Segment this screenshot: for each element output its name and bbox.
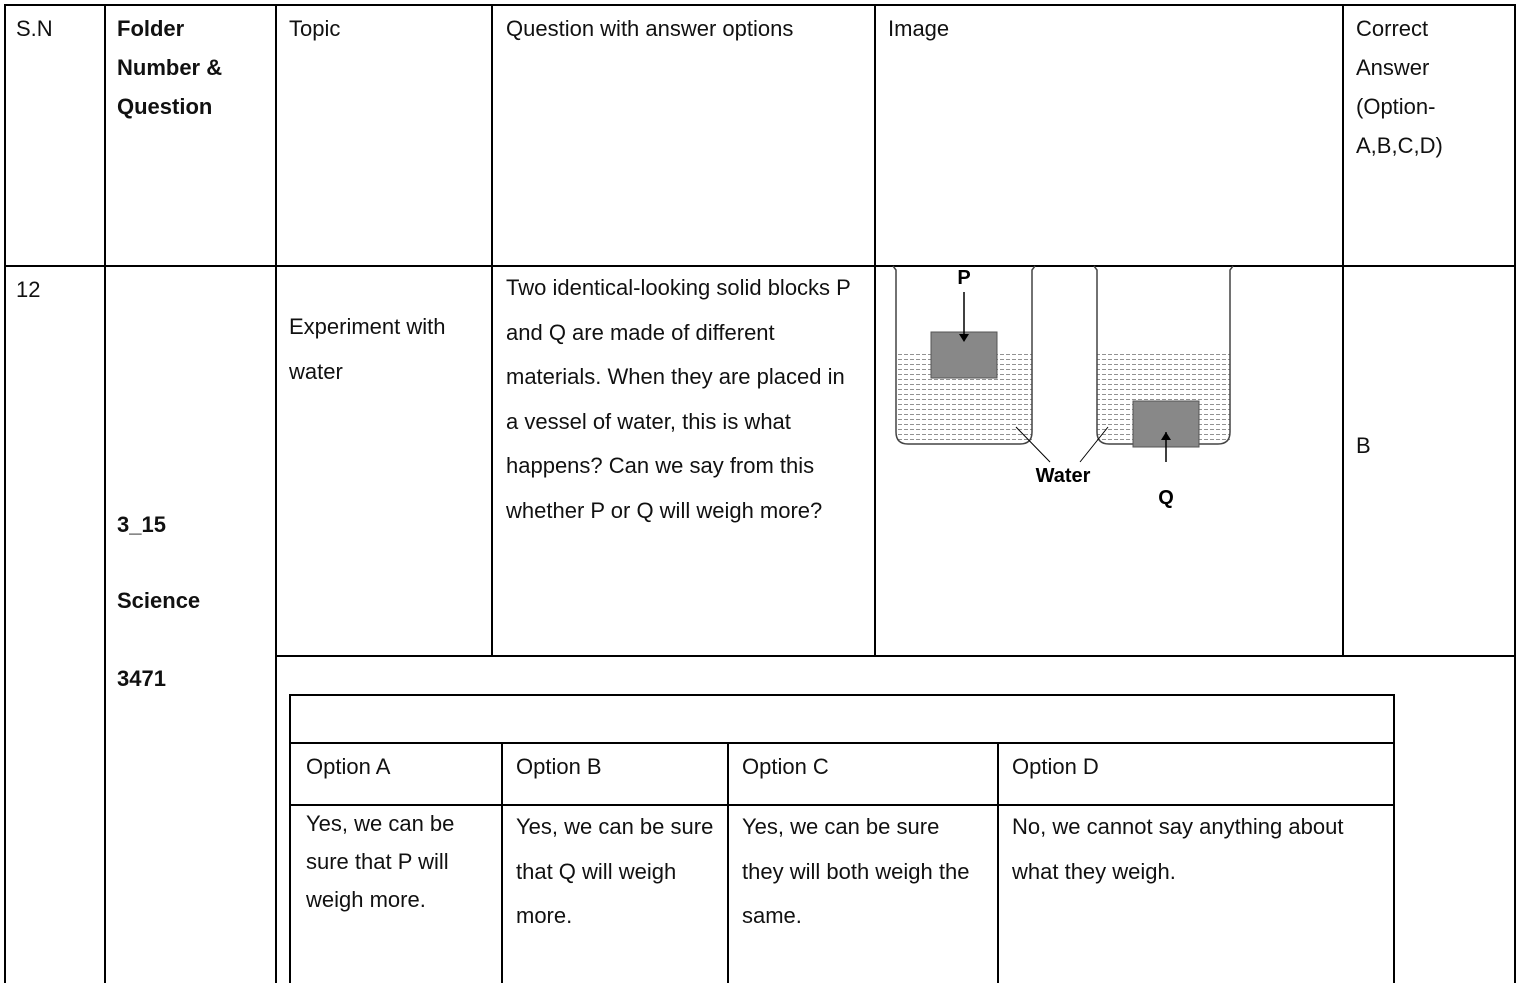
option-name: Option A bbox=[306, 747, 390, 786]
option-name: Option B bbox=[516, 747, 602, 786]
folder: Science bbox=[117, 581, 200, 620]
option-text: Yes, we can be sure that Q will weigh mo… bbox=[516, 805, 721, 939]
border bbox=[275, 655, 1516, 657]
label: Water bbox=[1036, 465, 1091, 487]
border bbox=[1342, 4, 1344, 655]
header-cell: Question with answer options bbox=[506, 9, 846, 48]
arrow bbox=[1080, 427, 1108, 462]
folder: 3471 bbox=[117, 659, 166, 698]
border bbox=[727, 742, 729, 983]
border bbox=[104, 4, 106, 983]
border bbox=[289, 694, 291, 983]
header-cell: Topic bbox=[289, 9, 340, 48]
header-cell: Correct Answer (Option-A,B,C,D) bbox=[1356, 9, 1476, 165]
folder: 3_15 bbox=[117, 505, 166, 544]
header-cell: Image bbox=[888, 9, 949, 48]
border bbox=[1393, 694, 1395, 983]
label: P bbox=[957, 267, 970, 289]
option-text: Yes, we can be sure they will both weigh… bbox=[742, 805, 972, 939]
border bbox=[501, 742, 503, 983]
border bbox=[1514, 4, 1516, 983]
question: Two identical-looking solid blocks P and… bbox=[506, 266, 861, 533]
header-cell: S.N bbox=[16, 9, 53, 48]
sn: 12 bbox=[16, 270, 40, 309]
label: Q bbox=[1158, 487, 1174, 509]
border bbox=[289, 742, 1394, 744]
page: S.N Folder Number & Question Topic Quest… bbox=[0, 0, 1517, 983]
answer: B bbox=[1356, 426, 1371, 465]
option-name: Option D bbox=[1012, 747, 1099, 786]
border bbox=[4, 4, 1516, 6]
border bbox=[491, 4, 493, 655]
header-cell: Folder Number & Question bbox=[117, 9, 267, 126]
option-text: No, we cannot say anything about what th… bbox=[1012, 805, 1382, 894]
border bbox=[874, 4, 876, 655]
border bbox=[275, 4, 277, 983]
option-text: Yes, we can be sure that P will weigh mo… bbox=[306, 805, 491, 919]
border bbox=[289, 694, 1394, 696]
option-name: Option C bbox=[742, 747, 829, 786]
experiment-image: P Water Q bbox=[880, 262, 1240, 512]
border bbox=[997, 742, 999, 983]
border bbox=[4, 4, 6, 983]
topic: Experiment with water bbox=[289, 305, 459, 394]
